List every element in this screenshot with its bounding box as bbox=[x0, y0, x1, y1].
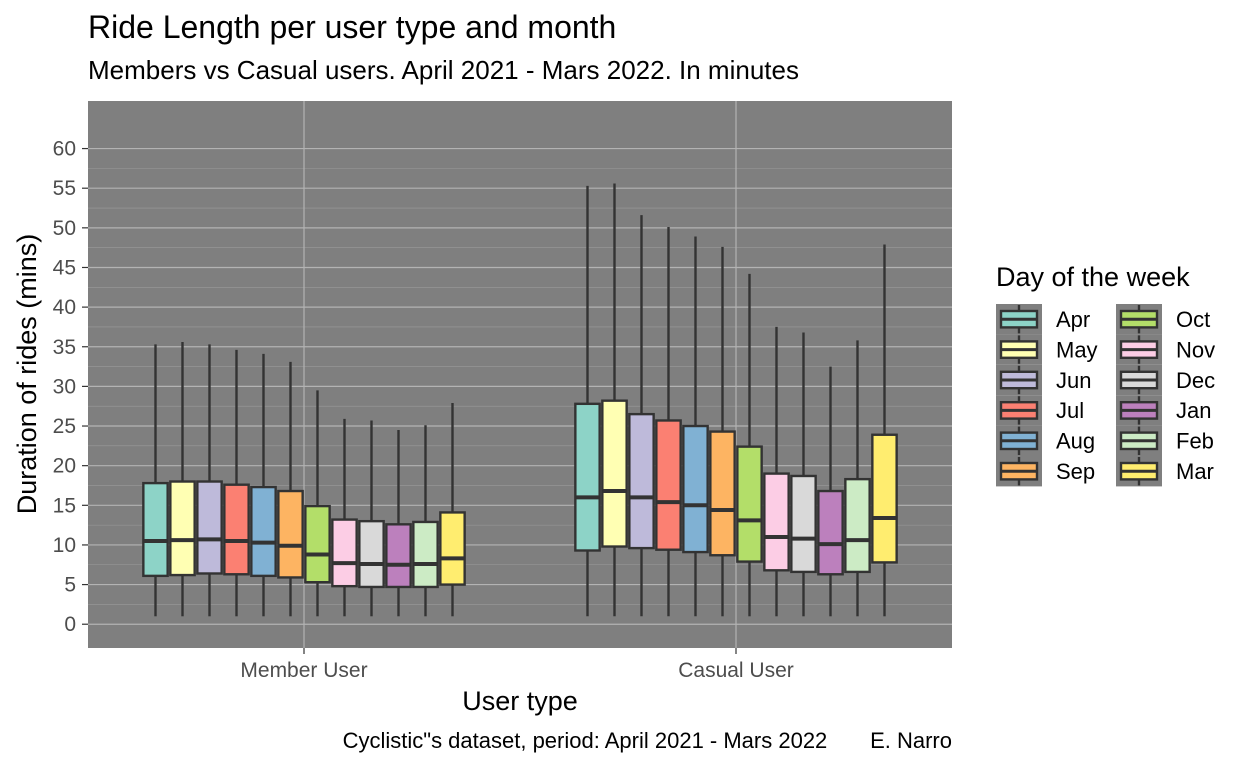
box-body bbox=[817, 489, 844, 576]
box-body bbox=[358, 519, 385, 589]
box-may bbox=[169, 341, 196, 617]
legend-item-jun: Jun bbox=[996, 364, 1091, 396]
chart-title: Ride Length per user type and month bbox=[88, 9, 616, 45]
box-series bbox=[142, 183, 898, 617]
legend-item-oct: Oct bbox=[1116, 304, 1210, 335]
box-body bbox=[736, 445, 763, 563]
x-tick-label: Member User bbox=[240, 659, 367, 682]
box-body bbox=[574, 402, 601, 552]
legend-label: Aug bbox=[1056, 429, 1095, 454]
box-jul bbox=[655, 227, 682, 617]
y-tick-label: 55 bbox=[53, 177, 76, 200]
box-dec bbox=[790, 332, 817, 617]
box-jan bbox=[385, 429, 412, 617]
box-mar bbox=[871, 244, 898, 617]
box-feb bbox=[844, 340, 871, 617]
box-body bbox=[169, 480, 196, 577]
box-may bbox=[601, 183, 628, 617]
box-body bbox=[331, 518, 358, 588]
legend-label: Nov bbox=[1176, 337, 1215, 362]
y-axis-title: Duration of rides (mins) bbox=[12, 234, 42, 515]
box-body bbox=[763, 472, 790, 572]
legend-item-dec: Dec bbox=[1116, 364, 1215, 396]
legend-item-apr: Apr bbox=[996, 304, 1090, 335]
box-body bbox=[250, 485, 277, 578]
box-body bbox=[790, 474, 817, 574]
y-tick-label: 10 bbox=[53, 534, 76, 557]
box-body bbox=[628, 412, 655, 550]
legend-item-jul: Jul bbox=[996, 395, 1084, 426]
box-body bbox=[655, 419, 682, 551]
box-mar bbox=[439, 403, 466, 617]
legend: Apr May Jun Jul Aug Sep Oct Nov Dec Jan Feb Mar bbox=[996, 304, 1215, 487]
legend-item-nov: Nov bbox=[1116, 334, 1215, 365]
box-body bbox=[844, 477, 871, 574]
y-tick-label: 50 bbox=[53, 217, 76, 240]
y-tick-label: 20 bbox=[53, 455, 76, 478]
y-tick-label: 30 bbox=[53, 375, 76, 398]
legend-item-sep: Sep bbox=[996, 456, 1095, 487]
legend-label: Jun bbox=[1056, 368, 1091, 393]
box-oct bbox=[736, 273, 763, 617]
box-body bbox=[385, 523, 412, 589]
box-nov bbox=[331, 418, 358, 617]
legend-label: Mar bbox=[1176, 459, 1214, 484]
legend-item-aug: Aug bbox=[996, 425, 1095, 456]
legend-label: May bbox=[1056, 337, 1098, 362]
x-axis: Member User Casual User bbox=[240, 648, 794, 682]
box-body bbox=[223, 483, 250, 576]
box-jul bbox=[223, 349, 250, 617]
y-tick-label: 15 bbox=[53, 494, 76, 517]
legend-label: Feb bbox=[1176, 429, 1214, 454]
box-jun bbox=[628, 215, 655, 617]
y-tick-label: 0 bbox=[64, 613, 76, 636]
y-tick-label: 35 bbox=[53, 336, 76, 359]
box-body bbox=[412, 520, 439, 589]
y-tick-label: 45 bbox=[53, 256, 76, 279]
x-tick-label: Casual User bbox=[678, 659, 794, 682]
box-body bbox=[142, 481, 169, 578]
y-tick-label: 25 bbox=[53, 415, 76, 438]
y-tick-label: 40 bbox=[53, 296, 76, 319]
legend-item-mar: Mar bbox=[1116, 456, 1214, 487]
legend-label: Sep bbox=[1056, 459, 1095, 484]
box-sep bbox=[709, 246, 736, 617]
box-body bbox=[709, 430, 736, 557]
box-apr bbox=[142, 344, 169, 617]
y-tick-label: 60 bbox=[53, 138, 76, 161]
legend-label: Jan bbox=[1176, 398, 1211, 423]
box-sep bbox=[277, 361, 304, 617]
box-oct bbox=[304, 390, 331, 617]
box-nov bbox=[763, 326, 790, 617]
legend-label: Dec bbox=[1176, 368, 1215, 393]
box-feb bbox=[412, 425, 439, 617]
box-body bbox=[682, 424, 709, 554]
box-body bbox=[871, 433, 898, 564]
box-body bbox=[601, 399, 628, 548]
chart-caption: Cyclistic"s dataset, period: April 2021 … bbox=[343, 728, 952, 753]
legend-item-feb: Feb bbox=[1116, 425, 1214, 456]
y-tick-label: 5 bbox=[64, 574, 76, 597]
legend-label: Apr bbox=[1056, 307, 1090, 332]
box-aug bbox=[250, 353, 277, 617]
box-apr bbox=[574, 185, 601, 617]
legend-label: Oct bbox=[1176, 307, 1210, 332]
box-body bbox=[439, 511, 466, 586]
box-jan bbox=[817, 366, 844, 617]
legend-label: Jul bbox=[1056, 398, 1084, 423]
chart-subtitle: Members vs Casual users. April 2021 - Ma… bbox=[88, 55, 799, 85]
y-axis: 0 5 10 15 20 25 30 35 40 45 50 55 60 bbox=[53, 138, 88, 636]
x-axis-title: User type bbox=[462, 686, 578, 716]
box-aug bbox=[682, 236, 709, 617]
legend-item-may: May bbox=[996, 334, 1098, 365]
legend-title: Day of the week bbox=[996, 262, 1190, 292]
legend-item-jan: Jan bbox=[1116, 395, 1211, 426]
box-jun bbox=[196, 344, 223, 617]
box-body bbox=[196, 480, 223, 575]
box-dec bbox=[358, 420, 385, 617]
box-body bbox=[277, 489, 304, 579]
box-body bbox=[304, 504, 331, 584]
